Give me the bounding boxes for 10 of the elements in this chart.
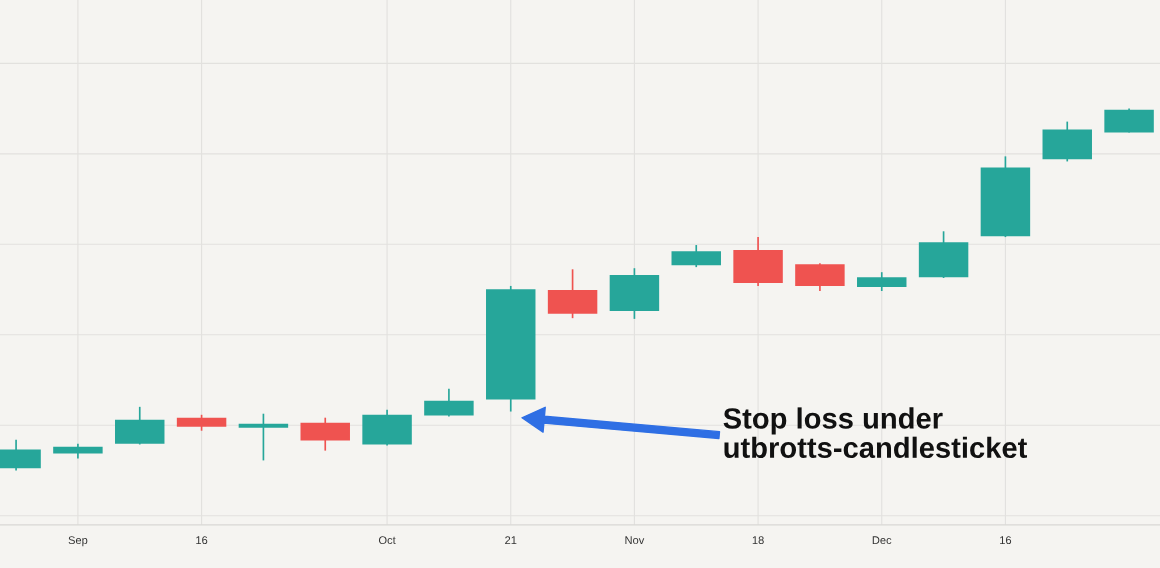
x-tick-label: Oct [378, 536, 396, 545]
annotation: Stop loss under utbrotts-candlesticket [723, 407, 1028, 459]
x-tick-label: 18 [752, 536, 764, 545]
x-tick-label: Dec [872, 536, 892, 545]
x-tick-label: 16 [1000, 536, 1012, 545]
x-tick-label: 21 [505, 536, 517, 544]
candlestick [238, 412, 289, 462]
x-tick-label: Nov [625, 536, 645, 545]
x-tick-label: 16 [196, 536, 208, 545]
x-tick-label: Sep [68, 536, 88, 547]
